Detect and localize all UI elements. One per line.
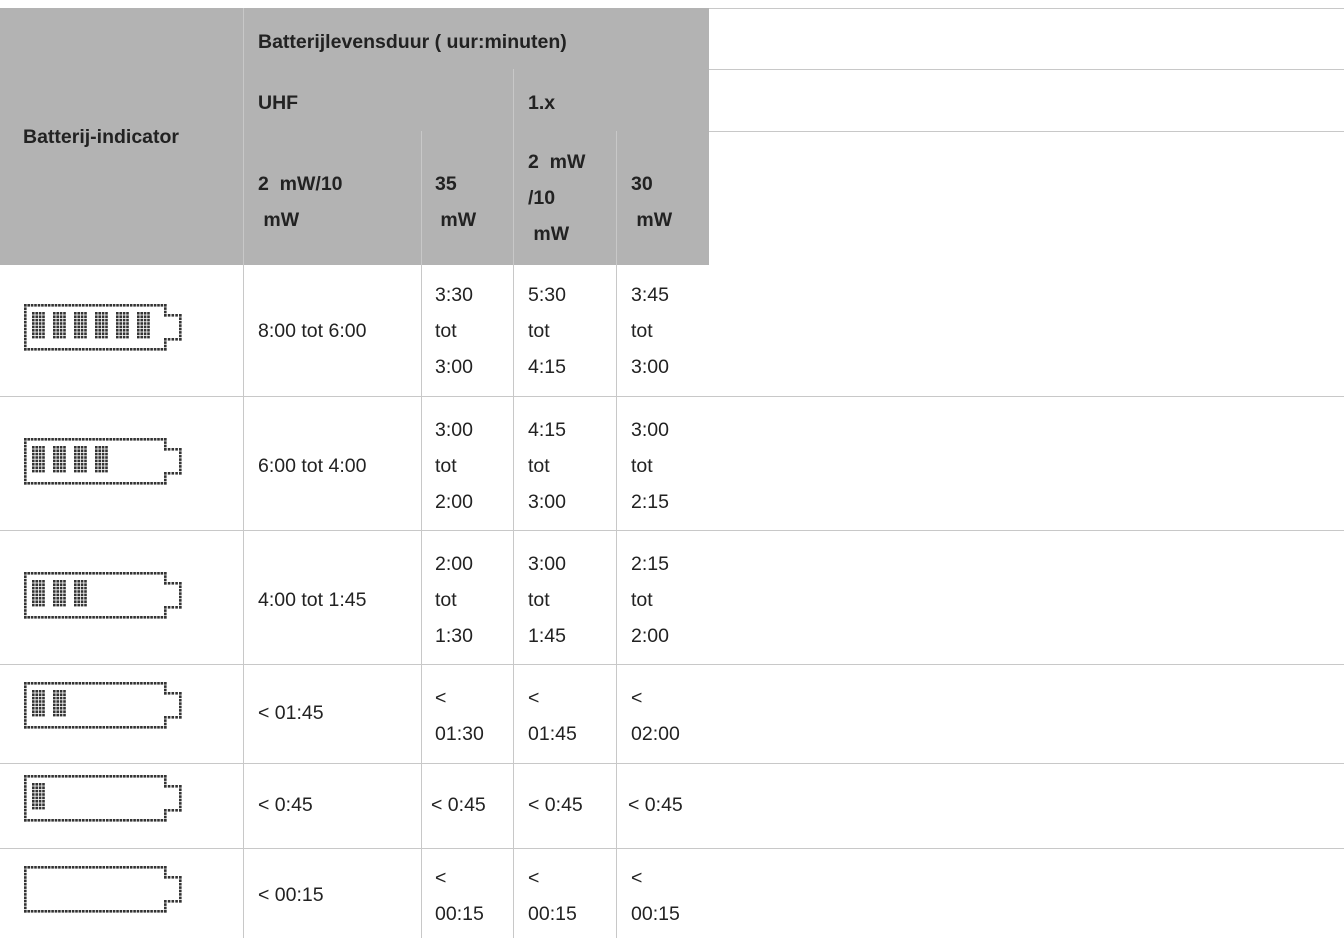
grid-line bbox=[0, 530, 1344, 531]
battery-bar bbox=[53, 446, 66, 473]
battery-bar bbox=[32, 783, 45, 810]
grid-line bbox=[421, 131, 422, 938]
header-uhf-2-10mw: 2 mW/10 mW bbox=[258, 173, 343, 231]
battery-bar bbox=[32, 690, 45, 717]
table-cell: 3:00 tot 2:15 bbox=[631, 419, 669, 513]
battery-bar bbox=[32, 312, 45, 339]
table-cell: < 00:15 bbox=[258, 884, 324, 906]
header-1x-30mw: 30 mW bbox=[631, 173, 673, 231]
battery-icon-2-bars bbox=[24, 682, 182, 730]
table-header-background bbox=[0, 8, 709, 265]
table-cell: 8:00 tot 6:00 bbox=[258, 320, 367, 342]
header-1x: 1.x bbox=[528, 92, 556, 114]
table-cell: 6:00 tot 4:00 bbox=[258, 455, 367, 477]
table-cell: 4:00 tot 1:45 bbox=[258, 589, 367, 611]
table-cell: < 0:45 bbox=[628, 794, 683, 816]
battery-icon-empty bbox=[24, 866, 182, 914]
table-cell: 3:30 tot 3:00 bbox=[435, 284, 473, 378]
grid-line bbox=[0, 664, 1344, 665]
battery-bar bbox=[137, 312, 150, 339]
header-uhf: UHF bbox=[258, 92, 299, 114]
battery-bar bbox=[74, 580, 87, 607]
battery-bar bbox=[32, 446, 45, 473]
battery-icon-1-bar bbox=[24, 775, 182, 823]
battery-bar bbox=[74, 446, 87, 473]
battery-bar bbox=[32, 580, 45, 607]
table-cell: 3:00 tot 2:00 bbox=[435, 419, 473, 513]
grid-line bbox=[616, 131, 617, 938]
battery-bar bbox=[74, 312, 87, 339]
table-cell: 5:30 tot 4:15 bbox=[528, 284, 566, 378]
grid-line bbox=[709, 8, 1344, 9]
grid-line bbox=[513, 69, 514, 938]
table-cell: <02:00 bbox=[631, 687, 680, 745]
grid-line bbox=[0, 396, 1344, 397]
battery-bar bbox=[116, 312, 129, 339]
battery-icon-3-bars bbox=[24, 572, 182, 620]
battery-bar bbox=[95, 446, 108, 473]
table-cell: < 0:45 bbox=[431, 794, 486, 816]
grid-line bbox=[0, 848, 1344, 849]
grid-line bbox=[709, 131, 1344, 132]
table-cell: 3:45 tot 3:00 bbox=[631, 284, 669, 378]
table-cell: <00:15 bbox=[631, 867, 680, 925]
grid-line bbox=[243, 8, 244, 938]
battery-icon-6-bars bbox=[24, 304, 182, 352]
header-battery-indicator: Batterij-indicator bbox=[23, 126, 180, 148]
grid-line bbox=[709, 69, 1344, 70]
table-cell: <00:15 bbox=[528, 867, 577, 925]
table-cell: <00:15 bbox=[435, 867, 484, 925]
table-cell: 3:00 tot 1:45 bbox=[528, 553, 566, 647]
table-cell: <01:45 bbox=[528, 687, 577, 745]
battery-bar bbox=[95, 312, 108, 339]
table-cell: < 0:45 bbox=[528, 794, 583, 816]
battery-bar bbox=[53, 690, 66, 717]
header-uhf-35mw: 35 mW bbox=[435, 173, 477, 231]
table-cell: <01:30 bbox=[435, 687, 484, 745]
table-cell: 2:15 tot 2:00 bbox=[631, 553, 669, 647]
battery-bar bbox=[53, 580, 66, 607]
header-battery-life: Batterijlevensduur ( uur:minuten) bbox=[258, 31, 567, 53]
grid-line bbox=[0, 763, 1344, 764]
table-cell: < 01:45 bbox=[258, 702, 324, 724]
table-cell: < 0:45 bbox=[258, 794, 313, 816]
header-1x-2-10mw: 2 mW/10 mW bbox=[528, 151, 586, 245]
table-cell: 2:00 tot 1:30 bbox=[435, 553, 473, 647]
table-cell: 4:15 tot 3:00 bbox=[528, 419, 566, 513]
battery-icon-4-bars bbox=[24, 438, 182, 486]
battery-bar bbox=[53, 312, 66, 339]
